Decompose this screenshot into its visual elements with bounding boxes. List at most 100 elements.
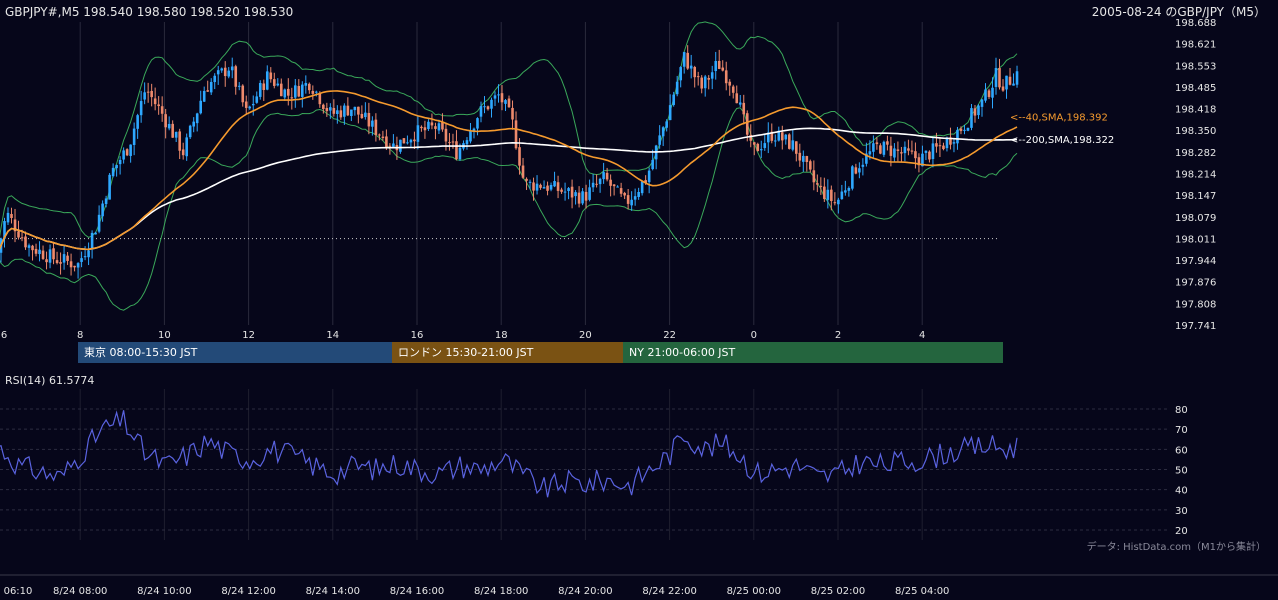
candle-body <box>52 248 55 260</box>
candle-body <box>216 70 220 75</box>
candle-body <box>374 119 378 135</box>
candle-body <box>115 164 118 169</box>
candle-body <box>301 84 304 97</box>
price-tick-label: 198.350 <box>1175 126 1216 137</box>
candle-body <box>507 98 511 108</box>
candle-body <box>332 107 336 114</box>
candle-body <box>318 92 322 105</box>
candle-body <box>833 202 837 204</box>
candle-body <box>171 123 174 138</box>
candle-body <box>616 186 619 188</box>
candle-body <box>907 148 910 151</box>
rsi-axis: 80 70 60 50 40 30 20 <box>1175 405 1188 537</box>
candle-body <box>668 105 672 121</box>
candle-body <box>174 131 178 138</box>
candle-body <box>591 182 595 188</box>
candle-body <box>357 106 360 115</box>
candle-body <box>872 143 875 152</box>
candle-body <box>809 161 812 170</box>
candle-body <box>20 237 24 239</box>
candle-body <box>290 97 294 99</box>
candle-body <box>696 76 700 78</box>
rsi-series <box>0 410 1018 498</box>
candle-body <box>661 127 665 137</box>
candle-body <box>244 101 248 108</box>
candle-body <box>276 83 280 86</box>
candle-body <box>237 85 241 87</box>
candle-body <box>66 255 69 261</box>
candle-body <box>672 94 675 105</box>
candle-body <box>192 121 195 127</box>
candle-body <box>504 100 507 104</box>
moving-averages <box>0 90 1018 251</box>
candle-body <box>861 164 865 167</box>
candle-body <box>553 181 556 187</box>
candle-body <box>784 134 788 140</box>
price-tick-label: 198.214 <box>1175 170 1216 181</box>
rsi-tick-label: 70 <box>1175 425 1188 436</box>
candle-body <box>770 131 774 141</box>
candle-body <box>297 85 301 97</box>
candle-body <box>413 139 416 142</box>
candle-body <box>73 265 76 268</box>
candle-body <box>346 105 350 116</box>
candle-body <box>816 183 819 185</box>
candle-body <box>752 142 756 145</box>
candle-body <box>731 86 735 93</box>
candle-body <box>497 94 500 96</box>
candle-body <box>633 196 637 200</box>
candle-body <box>185 137 188 157</box>
candle-body <box>511 107 514 120</box>
bollinger-upper <box>0 21 1018 238</box>
candle-body <box>952 142 956 144</box>
candle-body <box>882 141 886 155</box>
candle-body <box>45 259 48 263</box>
candle-body <box>875 142 879 145</box>
candle-body <box>535 183 539 191</box>
candle-body <box>921 153 924 167</box>
candle-body <box>742 102 746 115</box>
time-tick-label: 8/24 12:00 <box>221 586 275 597</box>
candle-body <box>917 157 921 166</box>
price-tick-label: 198.688 <box>1175 18 1216 29</box>
candle-body <box>735 93 739 104</box>
candle-body <box>132 128 136 145</box>
candle-body <box>206 90 210 92</box>
candle-body <box>392 143 395 147</box>
candle-body <box>791 140 795 150</box>
candle-body <box>167 123 171 129</box>
time-tick-label: 8/25 04:00 <box>895 586 949 597</box>
time-tick-label: 8/24 08:00 <box>53 586 107 597</box>
candle-body <box>795 141 798 154</box>
hour-tick-label: 8 <box>77 330 83 341</box>
hour-tick-label: 22 <box>663 330 676 341</box>
candle-body <box>844 190 847 193</box>
price-tick-label: 197.876 <box>1175 278 1216 289</box>
candle-body <box>118 159 122 165</box>
candle-body <box>826 189 830 200</box>
candle-body <box>69 261 73 268</box>
candle-body <box>150 90 153 98</box>
price-tick-label: 198.621 <box>1175 40 1216 51</box>
candle-body <box>959 128 963 132</box>
sma200-line <box>0 127 1018 251</box>
candle-body <box>420 126 423 129</box>
candle-body <box>353 106 357 111</box>
candle-body <box>658 135 661 145</box>
candle-body <box>612 184 616 187</box>
candle-body <box>213 75 217 83</box>
candle-body <box>13 219 17 232</box>
candle-body <box>689 65 693 69</box>
candle-body <box>476 118 479 129</box>
candle-body <box>199 100 203 114</box>
candle-body <box>279 83 283 97</box>
candle-body <box>868 151 872 155</box>
candle-body <box>402 138 406 144</box>
candle-body <box>122 150 125 160</box>
price-tick-label: 198.282 <box>1175 148 1216 159</box>
candle-body <box>956 129 959 144</box>
candle-body <box>574 192 577 197</box>
time-tick-label: 8/25 02:00 <box>811 586 865 597</box>
candle-body <box>703 76 707 89</box>
